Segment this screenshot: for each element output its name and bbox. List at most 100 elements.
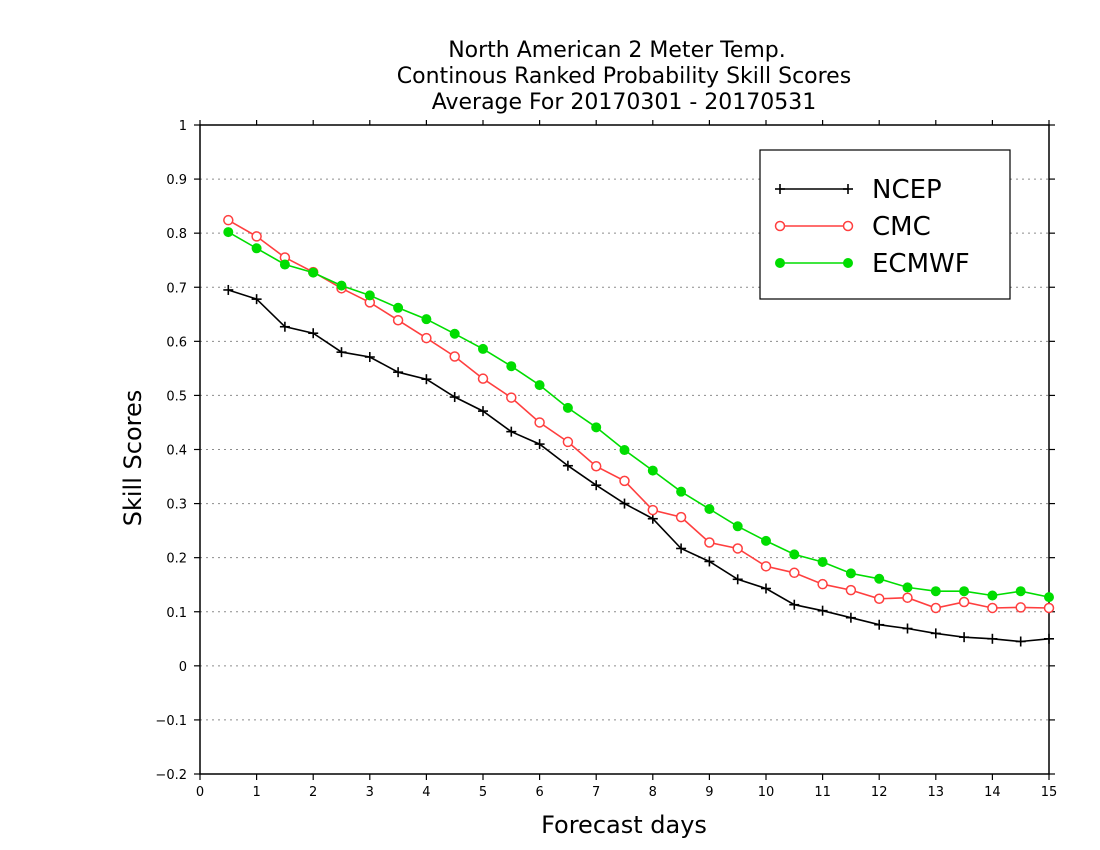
data-point-legend-cmc-start xyxy=(774,220,786,232)
data-point-ecmwf xyxy=(421,314,432,325)
data-point-cmc xyxy=(392,314,404,326)
data-point-ncep xyxy=(732,574,743,585)
data-point-ncep xyxy=(591,480,602,491)
data-point-ncep xyxy=(789,599,800,610)
data-point-ecmwf xyxy=(789,549,800,560)
data-point-cmc xyxy=(449,351,460,362)
y-tick-label: 0.3 xyxy=(166,498,187,513)
data-point-cmc xyxy=(789,567,800,579)
data-point-cmc xyxy=(873,593,885,605)
legend-item-ncep: NCEP xyxy=(775,175,942,205)
x-axis: 0 1 2 3 4 5 6 7 8 9 10 11 12 13 14 15 xyxy=(196,120,1057,800)
data-point-ecmwf xyxy=(534,380,545,391)
data-point-ecmwf xyxy=(562,402,573,413)
x-tick-label: 12 xyxy=(871,785,888,800)
data-point-ncep xyxy=(308,328,319,339)
y-tick-label: 0.1 xyxy=(166,606,187,621)
data-point-ecmwf xyxy=(478,343,488,354)
y-axis: −0.2 −0.1 0 0.1 0.2 0.3 0.4 0.5 0.6 0.7 0.8 0.9 1 xyxy=(155,119,1055,783)
legend-box xyxy=(759,149,1011,300)
data-point-cmc xyxy=(930,602,942,614)
data-point-ncep xyxy=(364,352,375,363)
data-point-ecmwf xyxy=(591,422,602,433)
y-tick-label: 0.5 xyxy=(166,389,187,404)
data-point-ncep xyxy=(930,628,941,639)
data-point-legend-ecmwf-start xyxy=(775,258,785,268)
data-point-ecmwf xyxy=(308,267,319,278)
x-tick-label: 2 xyxy=(309,785,317,800)
data-point-cmc xyxy=(704,537,715,548)
x-tick-label: 11 xyxy=(814,785,831,800)
data-point-ncep xyxy=(676,543,687,554)
y-tick-label: −0.1 xyxy=(155,714,187,729)
legend-label-ncep: NCEP xyxy=(872,175,942,205)
data-point-ncep xyxy=(845,612,856,623)
data-point-ecmwf xyxy=(761,535,771,546)
data-point-ecmwf xyxy=(874,573,885,584)
series-line-ncep xyxy=(228,289,1050,643)
data-point-cmc xyxy=(421,332,432,344)
x-axis-label: Forecast days xyxy=(541,811,707,839)
data-point-ncep xyxy=(959,632,970,643)
data-point-ncep xyxy=(393,367,404,378)
y-tick-label: 1 xyxy=(179,119,187,134)
data-point-cmc xyxy=(590,461,602,472)
data-point-cmc xyxy=(251,231,262,242)
data-point-ncep xyxy=(874,619,885,630)
data-point-cmc xyxy=(902,592,913,603)
data-point-ecmwf xyxy=(817,556,828,567)
y-tick-label: 0.7 xyxy=(166,281,187,296)
data-point-cmc xyxy=(562,436,574,448)
data-point-legend-ecmwf-end xyxy=(843,258,853,268)
data-point-ncep xyxy=(506,426,517,437)
data-point-ecmwf xyxy=(676,486,687,497)
data-point-ecmwf xyxy=(1044,592,1054,603)
data-point-ecmwf xyxy=(845,568,856,579)
data-point-ncep xyxy=(336,347,347,358)
data-point-ecmwf xyxy=(959,586,970,597)
data-point-cmc xyxy=(675,511,687,523)
data-point-legend-ncep-start xyxy=(775,184,785,194)
title-line-3: Average For 20170301 - 20170531 xyxy=(432,90,817,115)
data-point-ncep xyxy=(647,513,658,524)
data-point-ncep xyxy=(902,623,913,634)
data-point-ecmwf xyxy=(336,280,347,291)
data-point-cmc xyxy=(958,596,970,608)
y-tick-label: 0 xyxy=(179,660,187,675)
data-point-ecmwf xyxy=(647,465,658,476)
legend-label-ecmwf: ECMWF xyxy=(872,249,970,279)
data-point-ncep xyxy=(619,498,630,509)
title-line-1: North American 2 Meter Temp. xyxy=(448,38,786,63)
x-tick-label: 6 xyxy=(535,785,543,800)
series-ncep xyxy=(223,284,1054,647)
data-point-ecmwf xyxy=(732,521,743,532)
data-point-ncep xyxy=(817,605,828,616)
data-point-cmc xyxy=(732,543,743,554)
data-point-cmc xyxy=(619,475,630,487)
data-point-ecmwf xyxy=(223,227,234,238)
y-tick-label: 0.9 xyxy=(166,173,187,188)
data-point-legend-ncep-end xyxy=(843,184,853,194)
y-tick-label: −0.2 xyxy=(155,768,187,783)
data-point-ncep xyxy=(279,321,290,332)
data-point-ecmwf xyxy=(506,361,517,372)
legend-item-ecmwf: ECMWF xyxy=(775,249,970,279)
data-point-ncep xyxy=(223,284,234,295)
data-point-cmc xyxy=(506,392,517,403)
data-point-ecmwf xyxy=(930,586,941,597)
data-point-cmc xyxy=(534,417,545,428)
x-tick-label: 9 xyxy=(705,785,713,800)
data-point-cmc xyxy=(845,584,857,596)
data-point-ecmwf xyxy=(279,259,290,270)
x-tick-label: 14 xyxy=(984,785,1001,800)
series-ecmwf xyxy=(223,227,1054,603)
series-layer xyxy=(223,214,1055,647)
data-point-ecmwf xyxy=(704,503,715,514)
data-point-ncep xyxy=(534,439,545,450)
data-point-ecmwf xyxy=(619,445,630,456)
data-point-cmc xyxy=(817,578,828,590)
y-tick-label: 0.2 xyxy=(166,552,187,567)
data-point-ncep xyxy=(478,406,488,417)
data-point-cmc xyxy=(987,602,998,614)
